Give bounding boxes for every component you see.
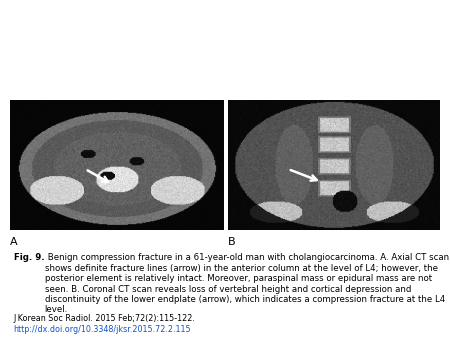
Text: http://dx.doi.org/10.3348/jksr.2015.72.2.115: http://dx.doi.org/10.3348/jksr.2015.72.2… — [14, 325, 191, 334]
Text: B: B — [228, 237, 236, 247]
Text: A: A — [10, 237, 18, 247]
Text: Benign compression fracture in a 61-year-old man with cholangiocarcinoma. A. Axi: Benign compression fracture in a 61-year… — [45, 254, 449, 314]
Text: J Korean Soc Radiol. 2015 Feb;72(2):115-122.: J Korean Soc Radiol. 2015 Feb;72(2):115-… — [14, 314, 195, 323]
Text: Fig. 9.: Fig. 9. — [14, 254, 44, 263]
